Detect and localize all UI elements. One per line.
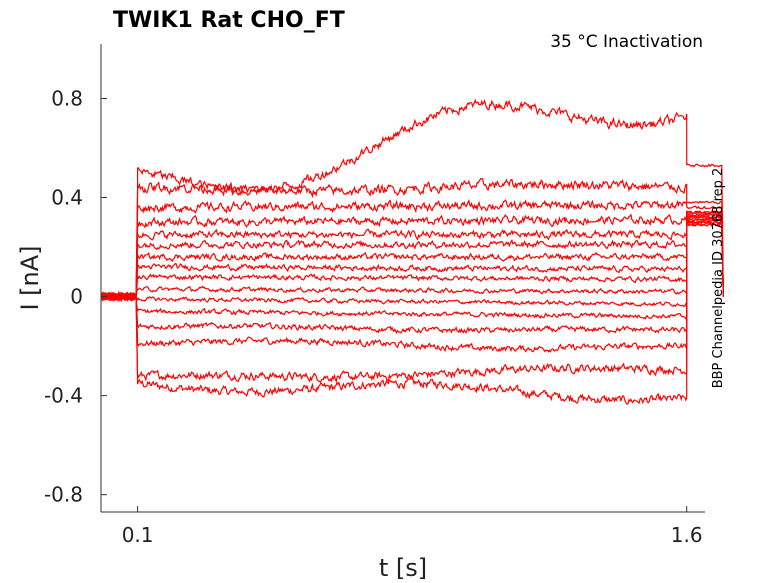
x-tick-label: 0.1 [122, 523, 154, 547]
side-label: BBP Channelpedia ID 30768 rep 2 [711, 168, 726, 389]
x-tick-label: 1.6 [671, 523, 703, 547]
trace-line [100, 215, 724, 302]
trace-line [100, 217, 724, 308]
y-tick-label: -0.4 [44, 384, 83, 408]
chart-title: TWIK1 Rat CHO_FT [113, 8, 345, 33]
trace-line [100, 215, 724, 302]
x-ticks: 0.1 1.6 [122, 506, 703, 547]
chart-subtitle: 35 °C Inactivation [550, 32, 703, 52]
trace-line [100, 220, 724, 334]
trace-line [100, 210, 724, 302]
trace-line [100, 212, 724, 301]
y-axis-label: I [nA] [16, 245, 44, 310]
y-tick-label: 0.4 [51, 186, 83, 210]
trace-line [100, 220, 724, 320]
trace-line [100, 212, 724, 301]
traces [100, 98, 724, 405]
trace-line [100, 210, 724, 301]
x-axis-label: t [s] [379, 554, 427, 582]
y-tick-label: -0.8 [44, 483, 83, 507]
trace-line [100, 177, 724, 303]
trace-line [100, 98, 724, 303]
y-tick-label: 0 [70, 285, 83, 309]
trace-line [100, 198, 724, 301]
trace-line [100, 217, 724, 303]
y-tick-label: 0.8 [51, 86, 83, 110]
trace-line [100, 222, 724, 384]
y-ticks: -0.8 -0.4 0 0.4 0.8 [44, 86, 107, 507]
trace-line [100, 220, 724, 354]
